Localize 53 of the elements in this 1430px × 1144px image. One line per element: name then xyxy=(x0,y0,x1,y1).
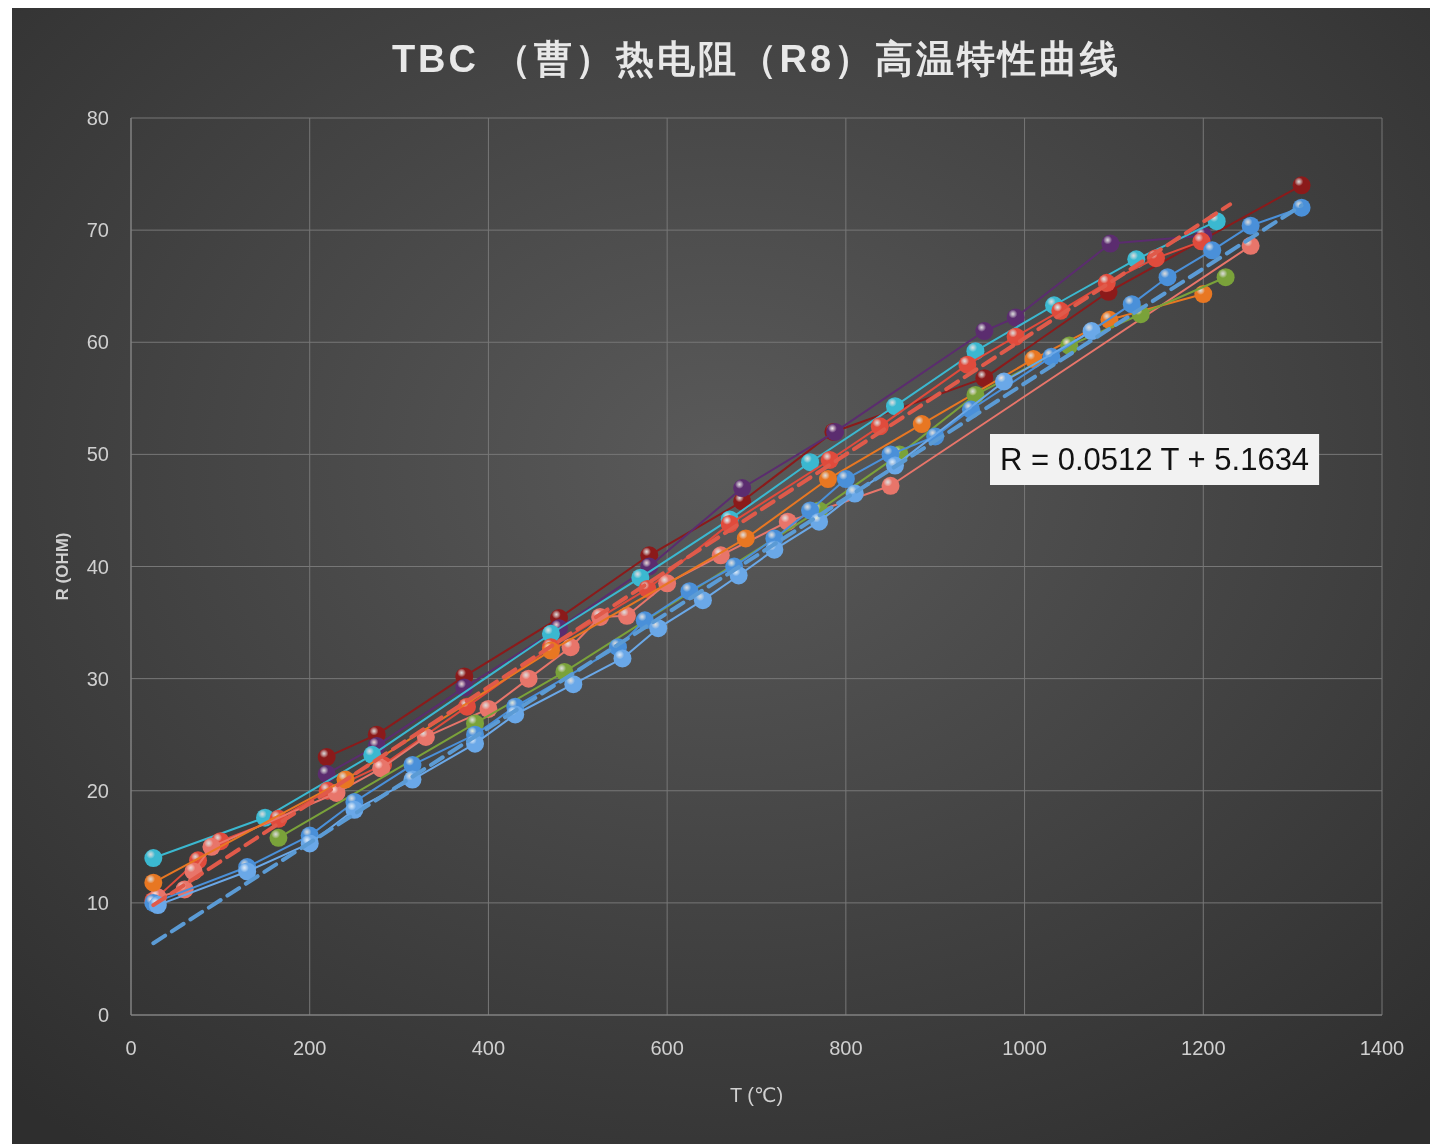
point xyxy=(693,591,712,610)
y-tick-label: 10 xyxy=(86,891,109,914)
point xyxy=(818,470,837,489)
point xyxy=(564,675,583,694)
point xyxy=(958,355,977,374)
point xyxy=(519,669,538,688)
point xyxy=(613,649,632,668)
point xyxy=(736,529,755,548)
x-tick-label: 1200 xyxy=(1181,1037,1226,1059)
point xyxy=(975,322,994,341)
y-tick-label: 70 xyxy=(86,219,109,242)
point xyxy=(1241,216,1260,235)
point xyxy=(801,453,820,472)
point xyxy=(1216,268,1235,287)
y-tick-label: 80 xyxy=(86,107,109,129)
point xyxy=(975,369,994,388)
point xyxy=(144,849,163,868)
point xyxy=(1122,295,1141,314)
y-tick-label: 50 xyxy=(86,443,109,466)
y-tick-label: 60 xyxy=(86,331,109,354)
point xyxy=(995,372,1014,391)
point xyxy=(886,397,904,416)
x-tick-label: 600 xyxy=(650,1037,684,1059)
y-axis-title: R (OHM) xyxy=(53,532,72,601)
point xyxy=(317,748,336,767)
point xyxy=(238,862,257,881)
y-tick-label: 40 xyxy=(86,555,109,578)
x-tick-label: 1400 xyxy=(1359,1037,1405,1059)
point xyxy=(733,479,752,498)
x-tick-label: 0 xyxy=(125,1037,137,1059)
point xyxy=(372,759,391,778)
point xyxy=(269,828,288,847)
y-tick-label: 30 xyxy=(86,667,109,690)
point xyxy=(1158,268,1177,287)
point xyxy=(912,415,931,434)
chart-title: TBC （曹）热电阻（R8）高温特性曲线 xyxy=(391,38,1122,80)
point xyxy=(881,476,900,495)
y-tick-label: 20 xyxy=(86,779,109,802)
x-tick-label: 1000 xyxy=(1002,1037,1047,1059)
point xyxy=(144,873,163,892)
x-tick-label: 200 xyxy=(293,1037,327,1059)
point xyxy=(617,606,636,625)
y-tick-label: 0 xyxy=(97,1004,109,1026)
point xyxy=(1101,234,1120,253)
x-axis-title: T (℃) xyxy=(729,1084,784,1106)
point xyxy=(1082,322,1101,341)
point xyxy=(1006,308,1025,327)
annotation: R = 0.0512 T + 5.1634 xyxy=(1000,442,1310,477)
x-tick-label: 400 xyxy=(471,1037,506,1059)
x-tick-label: 800 xyxy=(829,1037,863,1059)
point xyxy=(1203,241,1222,260)
point xyxy=(1292,176,1311,195)
point xyxy=(836,470,855,489)
